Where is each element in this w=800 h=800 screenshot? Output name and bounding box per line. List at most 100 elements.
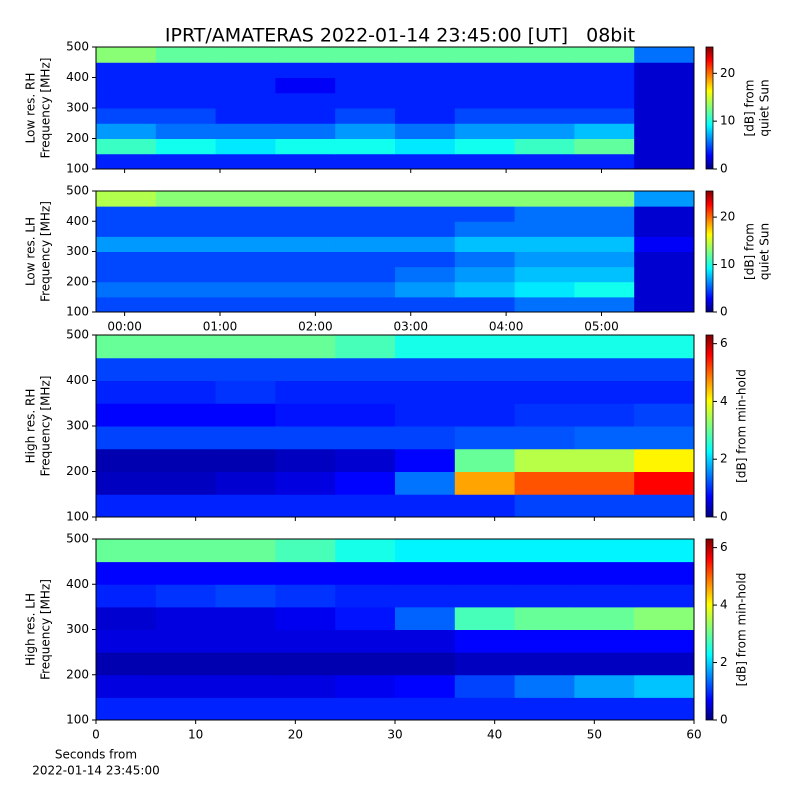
colorbar-tick-label: 20 — [720, 66, 735, 80]
heat-cell — [574, 206, 635, 222]
heat-cell — [335, 77, 396, 94]
heat-cell — [395, 296, 456, 313]
heat-cell — [634, 561, 695, 585]
heat-cell — [215, 123, 276, 139]
heat-cell — [335, 674, 396, 698]
heat-cell — [395, 47, 456, 63]
heat-cell — [634, 448, 695, 472]
heat-cell — [215, 266, 276, 283]
heat-cell — [395, 191, 456, 207]
heat-cell — [275, 426, 336, 450]
heat-cell — [514, 138, 575, 155]
heat-cell — [155, 123, 217, 139]
y-tick-label: 300 — [66, 419, 89, 433]
heat-cell — [574, 697, 635, 721]
heat-cell — [514, 236, 575, 252]
heat-cell — [574, 357, 635, 381]
heat-cell — [275, 471, 336, 495]
heat-cell — [275, 561, 336, 585]
heat-cell — [155, 380, 217, 404]
heat-cell — [574, 92, 635, 109]
heat-cell — [634, 426, 695, 450]
heat-cell — [275, 191, 336, 207]
heat-cell — [454, 138, 516, 155]
heat-cell — [574, 191, 635, 207]
heat-cell — [335, 629, 396, 653]
y-tick-label: 200 — [66, 667, 89, 681]
heat-cell — [96, 561, 157, 585]
heat-cell — [215, 335, 276, 359]
heat-cell — [155, 426, 217, 450]
heat-cell — [395, 335, 456, 359]
heat-cell — [514, 92, 575, 109]
y-tick-label: 100 — [66, 510, 89, 524]
y-tick-label: 200 — [66, 131, 89, 145]
heat-cell — [634, 138, 695, 155]
heat-cell — [574, 335, 635, 359]
heat-cell — [96, 652, 157, 676]
y-tick-label: 200 — [66, 274, 89, 288]
heat-cell — [454, 629, 516, 653]
heat-cell — [96, 251, 157, 268]
heat-cell — [454, 494, 516, 518]
heat-cell — [514, 652, 575, 676]
heat-cell — [215, 138, 276, 155]
heat-cell — [454, 108, 516, 124]
heat-cell — [454, 697, 516, 721]
heat-cell — [275, 266, 336, 283]
y-tick-label: 400 — [66, 577, 89, 591]
heat-cell — [275, 221, 336, 237]
heat-cell — [395, 584, 456, 608]
heat-cell — [574, 77, 635, 94]
colorbar-tick-label: 0 — [720, 305, 728, 319]
heat-cell — [634, 266, 695, 283]
x-tick-label: 10 — [188, 728, 203, 742]
heat-cell — [395, 652, 456, 676]
heat-cell — [215, 153, 276, 170]
heat-cell — [514, 281, 575, 298]
heat-cell — [454, 539, 516, 563]
heat-cell — [454, 191, 516, 207]
heat-cell — [335, 539, 396, 563]
heat-cell — [634, 191, 695, 207]
heat-cell — [96, 380, 157, 404]
heat-cell — [155, 77, 217, 94]
heat-cell — [275, 47, 336, 63]
heat-cell — [514, 296, 575, 313]
y-tick-label: 500 — [66, 40, 89, 54]
heat-cell — [454, 426, 516, 450]
heat-cell — [155, 471, 217, 495]
x-tick-label: 40 — [487, 728, 502, 742]
heat-cell — [155, 236, 217, 252]
heat-cell — [215, 296, 276, 313]
heat-cell — [454, 652, 516, 676]
heat-cell — [155, 652, 217, 676]
colorbar-tick-label: 0 — [720, 162, 728, 176]
heat-cell — [514, 674, 575, 698]
heat-cell — [275, 606, 336, 630]
heat-cell — [634, 629, 695, 653]
heat-cell — [395, 357, 456, 381]
heat-cell — [395, 380, 456, 404]
colorbar-tick-label: 10 — [720, 114, 735, 128]
y-axis-label: High res. LH — [24, 593, 38, 666]
heat-cell — [155, 403, 217, 427]
heat-cell — [574, 153, 635, 170]
heat-cell — [155, 62, 217, 78]
heat-cell — [155, 357, 217, 381]
heat-cell — [335, 191, 396, 207]
heat-cell — [335, 357, 396, 381]
colorbar-tick-label: 0 — [720, 713, 728, 727]
heat-cell — [275, 403, 336, 427]
colorbar-tick-label: 6 — [720, 540, 728, 554]
x-tick-label: 03:00 — [393, 320, 428, 334]
y-axis-label: Frequency [MHz] — [39, 201, 53, 302]
heat-cell — [335, 606, 396, 630]
heat-cell — [275, 108, 336, 124]
heat-cell — [634, 584, 695, 608]
heat-cell — [275, 296, 336, 313]
heat-cell — [275, 92, 336, 109]
heat-cell — [335, 281, 396, 298]
heat-cell — [215, 77, 276, 94]
